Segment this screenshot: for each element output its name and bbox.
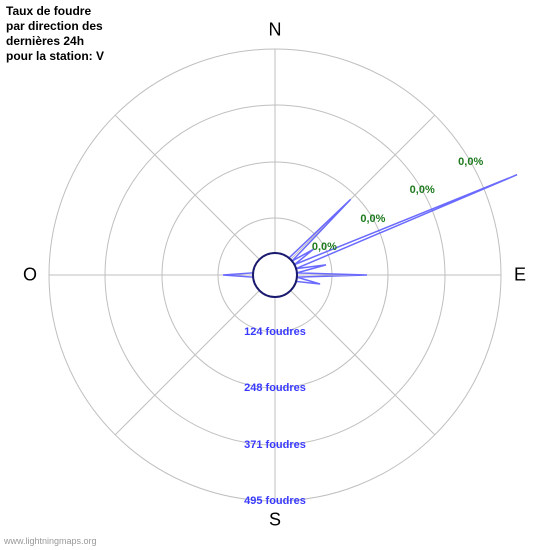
ring-blue-1: 248 foudres [244,382,306,394]
ring-green-1: 0,0% [360,213,385,225]
ring-blue-0: 124 foudres [244,326,306,338]
ring-green-0: 0,0% [312,241,337,253]
cardinal-n: N [269,20,282,41]
ring-green-3: 0,0% [458,156,483,168]
cardinal-e: E [514,265,526,286]
ring-blue-3: 495 foudres [244,495,306,507]
cardinal-s: S [269,510,281,531]
chart-container: Taux de foudre par direction des dernièr… [0,0,550,550]
ring-blue-2: 371 foudres [244,439,306,451]
polar-chart-svg [0,0,550,550]
ring-green-2: 0,0% [410,184,435,196]
cardinal-o: O [23,265,37,286]
credit-text: www.lightningmaps.org [4,536,97,546]
